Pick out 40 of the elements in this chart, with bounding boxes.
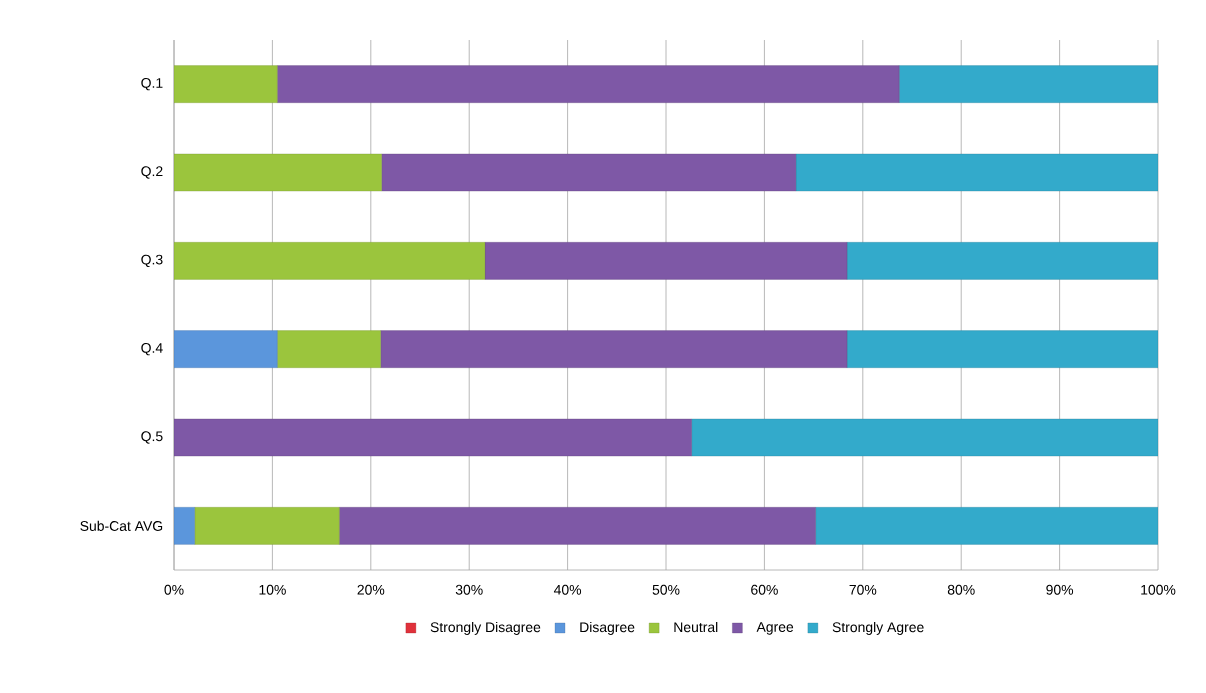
legend-label: Disagree <box>580 621 635 635</box>
y-tick-label: Q.4 <box>141 342 163 356</box>
bar <box>815 507 1159 545</box>
bar <box>174 65 278 103</box>
legend-label: Strongly Disagree <box>430 621 541 635</box>
y-tick-label: Q.3 <box>141 254 163 268</box>
y-tick-label: Q.5 <box>141 431 163 444</box>
bar <box>339 507 816 545</box>
bar <box>174 242 486 280</box>
bar <box>277 65 900 103</box>
x-tick-label: 50% <box>652 584 680 595</box>
bar <box>899 65 1159 103</box>
y-tick-label: Sub-Cat AVG <box>80 520 163 531</box>
legend-label: Strongly Agree <box>832 621 924 635</box>
x-tick-label: 90% <box>1046 584 1074 595</box>
x-tick-label: 70% <box>849 584 877 595</box>
bar <box>174 153 382 192</box>
bar <box>846 330 1159 368</box>
y-tick-label: Q.2 <box>141 166 163 179</box>
x-tick-label: 80% <box>947 584 975 595</box>
x-tick-label: 10% <box>259 584 286 595</box>
x-tick-label: 100% <box>1141 584 1176 595</box>
bar <box>174 330 278 368</box>
bar <box>795 153 1159 192</box>
bar <box>846 242 1159 280</box>
bar <box>174 418 692 457</box>
bar <box>381 153 797 192</box>
bar <box>194 507 340 545</box>
x-tick-label: 30% <box>455 584 483 595</box>
bar <box>380 330 848 368</box>
y-tick-label: Q.1 <box>141 77 163 91</box>
legend-label: Neutral <box>674 621 718 633</box>
x-tick-label: 40% <box>553 584 582 595</box>
bar <box>691 418 1159 457</box>
x-tick-label: 0% <box>164 584 184 595</box>
bar <box>277 330 381 368</box>
x-tick-label: 60% <box>751 584 778 595</box>
bar <box>484 242 848 280</box>
x-tick-label: 20% <box>357 584 385 595</box>
legend-label: Agree <box>756 622 794 635</box>
